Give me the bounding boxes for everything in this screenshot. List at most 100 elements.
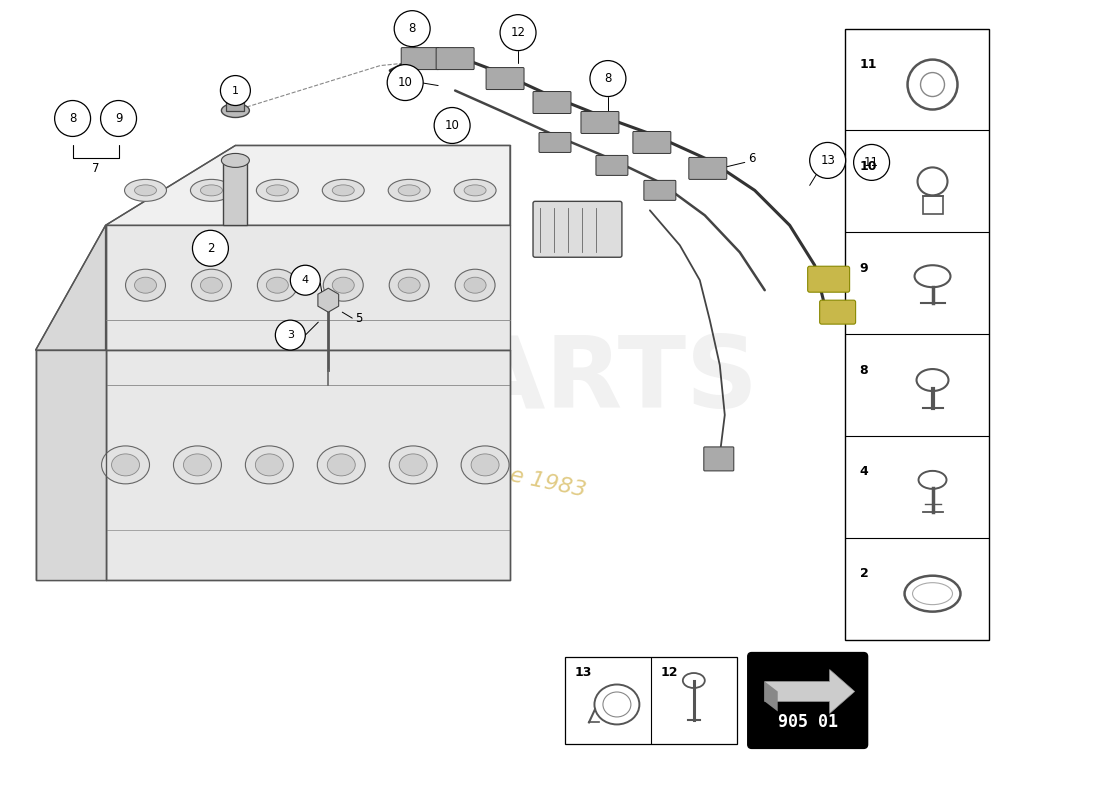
- FancyBboxPatch shape: [534, 91, 571, 114]
- Text: 8: 8: [408, 22, 416, 35]
- Ellipse shape: [256, 179, 298, 202]
- Polygon shape: [35, 350, 106, 580]
- Text: 905 01: 905 01: [778, 714, 838, 731]
- Text: 8: 8: [859, 363, 868, 377]
- Ellipse shape: [913, 582, 953, 605]
- FancyBboxPatch shape: [539, 133, 571, 153]
- Text: 12: 12: [661, 666, 679, 679]
- Circle shape: [220, 75, 251, 106]
- Text: 5: 5: [355, 312, 363, 325]
- Bar: [223, 161, 248, 226]
- Ellipse shape: [464, 185, 486, 196]
- FancyBboxPatch shape: [748, 653, 868, 748]
- Text: 9: 9: [114, 112, 122, 125]
- FancyBboxPatch shape: [807, 266, 849, 292]
- Ellipse shape: [464, 278, 486, 293]
- Ellipse shape: [221, 103, 250, 118]
- Circle shape: [434, 107, 470, 143]
- Text: 7: 7: [91, 162, 99, 175]
- Ellipse shape: [323, 270, 363, 301]
- Text: 8: 8: [604, 72, 612, 85]
- FancyBboxPatch shape: [704, 447, 734, 471]
- Polygon shape: [106, 226, 510, 350]
- Circle shape: [590, 61, 626, 97]
- Ellipse shape: [257, 270, 297, 301]
- Ellipse shape: [200, 278, 222, 293]
- Text: 13: 13: [575, 666, 592, 679]
- Ellipse shape: [125, 270, 165, 301]
- Polygon shape: [106, 350, 510, 580]
- Ellipse shape: [328, 454, 355, 476]
- Ellipse shape: [603, 692, 631, 717]
- FancyBboxPatch shape: [581, 111, 619, 134]
- Bar: [845, 29, 989, 639]
- Text: 2: 2: [859, 567, 868, 580]
- Ellipse shape: [101, 446, 150, 484]
- Ellipse shape: [134, 185, 156, 196]
- Ellipse shape: [200, 185, 222, 196]
- Ellipse shape: [904, 576, 960, 612]
- Ellipse shape: [221, 154, 250, 167]
- Text: 2: 2: [207, 242, 215, 254]
- Circle shape: [290, 266, 320, 295]
- Ellipse shape: [399, 454, 427, 476]
- Ellipse shape: [255, 454, 284, 476]
- Ellipse shape: [332, 185, 354, 196]
- FancyBboxPatch shape: [689, 158, 727, 179]
- Text: 11: 11: [865, 156, 879, 169]
- Text: 13: 13: [821, 154, 835, 167]
- Polygon shape: [106, 146, 510, 226]
- Circle shape: [192, 230, 229, 266]
- FancyBboxPatch shape: [632, 131, 671, 154]
- Circle shape: [275, 320, 306, 350]
- Text: 10: 10: [859, 160, 877, 173]
- Ellipse shape: [917, 167, 947, 195]
- Bar: [565, 657, 737, 745]
- Ellipse shape: [134, 278, 156, 293]
- Ellipse shape: [190, 179, 232, 202]
- Bar: [923, 196, 943, 214]
- Ellipse shape: [914, 266, 950, 287]
- Ellipse shape: [683, 673, 705, 688]
- FancyBboxPatch shape: [534, 202, 622, 258]
- Bar: [227, 93, 244, 110]
- Circle shape: [55, 101, 90, 137]
- Text: 4: 4: [859, 466, 868, 478]
- Text: 10: 10: [444, 119, 460, 132]
- Circle shape: [854, 145, 890, 180]
- Text: a part for parts since 1983: a part for parts since 1983: [293, 419, 587, 501]
- Ellipse shape: [455, 270, 495, 301]
- Ellipse shape: [266, 185, 288, 196]
- Ellipse shape: [461, 446, 509, 484]
- Polygon shape: [35, 226, 106, 350]
- Ellipse shape: [317, 446, 365, 484]
- Circle shape: [100, 101, 136, 137]
- Ellipse shape: [332, 278, 354, 293]
- Ellipse shape: [916, 369, 948, 391]
- Circle shape: [394, 10, 430, 46]
- Text: 10: 10: [398, 76, 412, 89]
- FancyBboxPatch shape: [402, 48, 439, 70]
- Polygon shape: [764, 682, 778, 711]
- Text: 9: 9: [859, 262, 868, 274]
- Ellipse shape: [594, 685, 639, 725]
- Ellipse shape: [918, 471, 946, 489]
- Ellipse shape: [184, 454, 211, 476]
- FancyBboxPatch shape: [596, 155, 628, 175]
- Ellipse shape: [921, 73, 945, 97]
- Ellipse shape: [908, 59, 957, 110]
- Circle shape: [387, 65, 424, 101]
- Ellipse shape: [245, 446, 294, 484]
- Polygon shape: [764, 670, 855, 714]
- Ellipse shape: [471, 454, 499, 476]
- Ellipse shape: [191, 270, 231, 301]
- Text: 6: 6: [748, 152, 756, 165]
- FancyBboxPatch shape: [486, 67, 524, 90]
- FancyBboxPatch shape: [820, 300, 856, 324]
- Ellipse shape: [124, 179, 166, 202]
- Text: 4: 4: [301, 275, 309, 286]
- Ellipse shape: [389, 446, 437, 484]
- Ellipse shape: [388, 179, 430, 202]
- Text: ELSPARTS: ELSPARTS: [201, 331, 759, 429]
- Ellipse shape: [454, 179, 496, 202]
